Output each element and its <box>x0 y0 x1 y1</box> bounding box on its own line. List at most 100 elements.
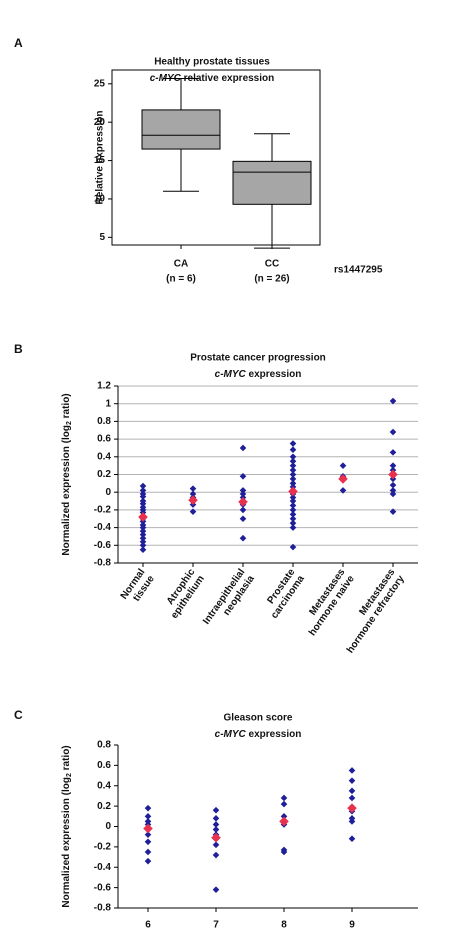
x-tick-label: 9 <box>349 920 355 931</box>
data-point <box>389 428 397 436</box>
box <box>232 160 312 205</box>
data-point <box>289 462 297 469</box>
data-point <box>212 886 220 893</box>
data-point <box>348 787 356 795</box>
data-point <box>289 511 297 518</box>
data-point <box>289 502 297 509</box>
data-point <box>139 538 147 546</box>
data-point <box>289 466 297 474</box>
y-tick-label: 1.2 <box>97 381 111 392</box>
x-tick-label: Prostatecarcinoma <box>259 566 306 620</box>
data-point <box>389 508 397 515</box>
data-point <box>139 542 147 549</box>
x-tick-label: 8 <box>281 920 287 931</box>
data-point <box>339 462 347 469</box>
data-point <box>389 462 397 469</box>
data-point <box>289 506 297 514</box>
data-point <box>212 851 220 859</box>
panel-label: C <box>14 708 23 722</box>
y-label-part: 2 <box>66 421 73 425</box>
y-tick-label: 0 <box>105 821 111 832</box>
y-tick-label: 0 <box>105 487 111 498</box>
data-point <box>239 534 247 542</box>
data-point <box>289 497 297 505</box>
x-tick-label: Metastaseshormone naive <box>297 566 356 638</box>
data-point <box>289 440 297 447</box>
mean-marker <box>338 474 348 484</box>
subtitle-part: c-MYC <box>215 729 247 740</box>
data-point <box>289 471 297 478</box>
box <box>141 109 221 150</box>
mean-marker <box>238 497 248 507</box>
data-point <box>239 515 247 523</box>
data-point <box>212 826 220 833</box>
mean-marker <box>143 823 153 834</box>
data-point <box>339 487 347 494</box>
y-label-part: ratio) <box>61 745 72 773</box>
chart-subtitle: c-MYC expression <box>215 729 302 740</box>
data-point <box>289 494 297 501</box>
mean-marker <box>188 495 198 505</box>
y-tick-label: 0.4 <box>97 780 111 791</box>
data-point <box>189 508 197 515</box>
x-tick-label: 7 <box>213 920 219 931</box>
plot-frame <box>111 69 321 246</box>
data-point <box>389 487 397 494</box>
data-point <box>389 449 397 456</box>
y-tick-label: 25 <box>94 78 106 89</box>
data-point <box>289 515 297 523</box>
data-point <box>280 813 288 820</box>
chart-title: Healthy prostate tissues <box>154 57 270 68</box>
data-point <box>139 482 147 490</box>
y-label-part: ratio) <box>61 393 72 421</box>
data-point <box>139 500 147 508</box>
y-tick-label: 20 <box>94 117 106 128</box>
mean-marker <box>211 832 221 843</box>
data-point <box>289 475 297 483</box>
x-tick-label: 6 <box>145 920 151 931</box>
y-axis-label: Normalized expression (log2 ratio) <box>61 393 74 555</box>
data-point <box>289 524 297 531</box>
data-point <box>189 485 197 492</box>
y-tick-label: 0.2 <box>97 469 111 480</box>
subtitle-part: relative expression <box>181 73 274 84</box>
data-point <box>280 794 288 802</box>
x-tick-sublabel: (n = 6) <box>166 274 196 285</box>
y-label-part: Normalized expression (log <box>61 425 72 556</box>
data-point <box>139 487 147 494</box>
data-point <box>348 818 356 825</box>
data-point <box>212 841 220 849</box>
subtitle-part: expression <box>246 729 302 740</box>
panel-label: B <box>14 342 23 356</box>
data-point <box>144 848 152 856</box>
x-tick-label: Atrophicepithelium <box>159 566 206 620</box>
y-tick-label: -0.2 <box>94 505 112 516</box>
y-tick-label: 0.8 <box>97 416 111 427</box>
data-point <box>139 534 147 542</box>
y-tick-label: 0.2 <box>97 801 111 812</box>
data-point <box>239 472 247 480</box>
y-tick-label: 0.6 <box>97 760 111 771</box>
data-point <box>280 848 288 856</box>
y-tick-label: 15 <box>94 155 106 166</box>
data-point <box>348 835 356 843</box>
data-point <box>289 519 297 527</box>
data-point <box>212 815 220 822</box>
mean-marker <box>347 803 357 813</box>
subtitle-part: expression <box>246 369 302 380</box>
data-point <box>239 487 247 494</box>
data-point <box>289 543 297 551</box>
data-point <box>348 767 356 774</box>
y-tick-label: 1 <box>105 398 111 409</box>
x-tick-label: Intraepithelialneoplasia <box>201 566 257 633</box>
data-point <box>212 821 220 828</box>
x-tick-label: Normaltissue <box>118 566 156 607</box>
data-point <box>139 524 147 531</box>
data-point <box>139 527 147 535</box>
y-axis-label: Normalized expression (log2 ratio) <box>61 745 74 907</box>
y-label-part: Normalized expression (log <box>61 777 72 908</box>
data-point <box>289 453 297 461</box>
x-tick-label: CA <box>174 259 188 270</box>
data-point <box>239 490 247 498</box>
